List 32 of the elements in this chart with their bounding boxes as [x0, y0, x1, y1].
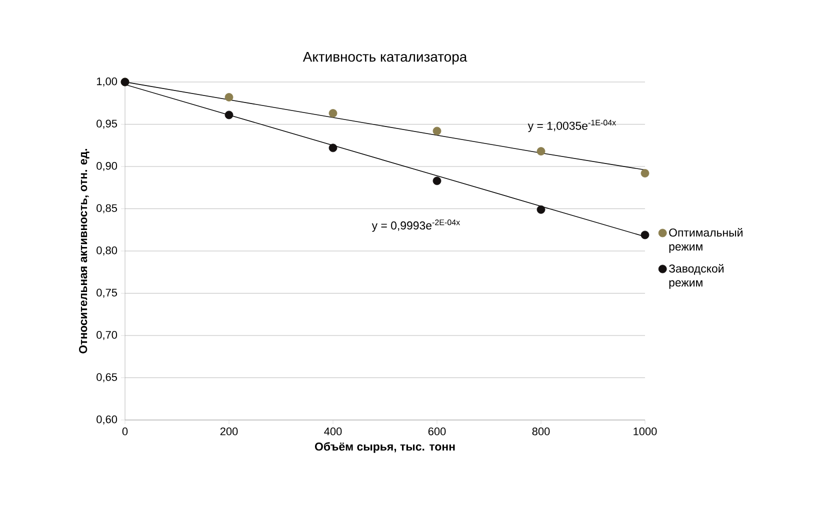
y-tick-label: 1,00: [96, 77, 118, 87]
point: [640, 230, 650, 240]
x-tick-label: 800: [532, 428, 550, 436]
x-tick-label: 0: [122, 428, 128, 436]
x-tick-label: 600: [428, 428, 446, 436]
point: [432, 176, 442, 186]
y-tick-label: 0,60: [96, 415, 118, 425]
y-tick-label: 0,80: [96, 246, 118, 256]
point: [536, 147, 546, 156]
legend-label: Заводской режим: [668, 264, 724, 289]
y-tick-label: 0,75: [96, 288, 118, 298]
point: [640, 169, 650, 178]
y-tick-label: 0,85: [96, 204, 118, 214]
y-tick-label: 0,90: [96, 162, 118, 172]
x-tick-label: 200: [220, 428, 238, 436]
x-tick-label: 400: [324, 428, 342, 436]
x-tick-label: 1000: [634, 428, 657, 436]
y-tick-label: 0,70: [96, 330, 118, 340]
point: [224, 110, 234, 120]
point: [432, 126, 442, 136]
chart-title: Активность катализатора: [302, 52, 468, 64]
y-tick-label: 0,95: [96, 120, 118, 129]
point: [224, 93, 234, 102]
annotation: y = 1,0035e$^{-1E-04x}$: [528, 120, 616, 132]
y-axis-title: Относительная активность, отн. ед.: [79, 148, 90, 354]
y-tick-label: 0,65: [96, 373, 118, 382]
legend-label: Оптимальный режим: [669, 228, 742, 253]
point: [328, 144, 338, 152]
annotation: y = 0,9993e$^{-2E-04x}$: [372, 220, 460, 232]
point: [536, 205, 546, 214]
point: [328, 109, 338, 118]
x-axis-title: Объём сырья, тыс. тонн: [314, 442, 455, 453]
